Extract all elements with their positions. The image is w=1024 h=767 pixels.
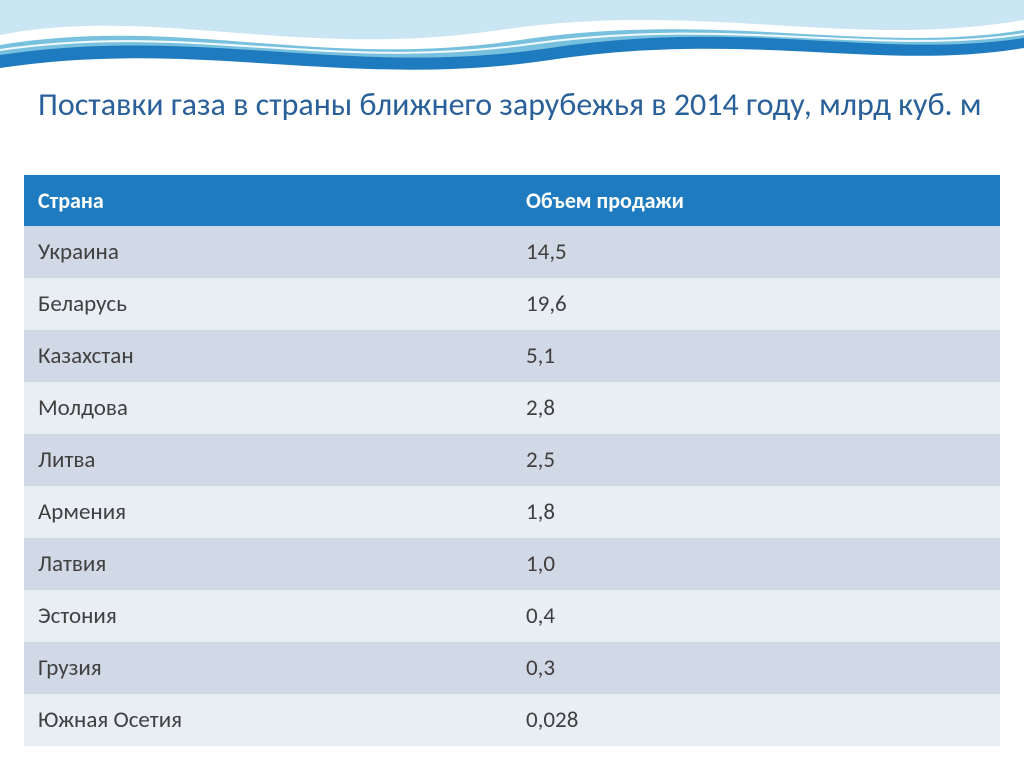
- cell-country: Грузия: [24, 642, 512, 694]
- column-header-volume: Объем продажи: [512, 175, 1000, 226]
- table-row: Грузия 0,3: [24, 642, 1000, 694]
- cell-country: Молдова: [24, 382, 512, 434]
- table-row: Казахстан 5,1: [24, 330, 1000, 382]
- table-header-row: Страна Объем продажи: [24, 175, 1000, 226]
- gas-supply-table: Страна Объем продажи Украина 14,5 Белару…: [24, 175, 1000, 746]
- cell-volume: 19,6: [512, 278, 1000, 330]
- cell-volume: 14,5: [512, 226, 1000, 278]
- table-row: Латвия 1,0: [24, 538, 1000, 590]
- cell-country: Эстония: [24, 590, 512, 642]
- cell-volume: 1,8: [512, 486, 1000, 538]
- table-row: Южная Осетия 0,028: [24, 694, 1000, 746]
- cell-country: Казахстан: [24, 330, 512, 382]
- column-header-country: Страна: [24, 175, 512, 226]
- table-row: Молдова 2,8: [24, 382, 1000, 434]
- cell-country: Южная Осетия: [24, 694, 512, 746]
- cell-country: Литва: [24, 434, 512, 486]
- cell-volume: 0,4: [512, 590, 1000, 642]
- wave-decoration: [0, 0, 1024, 90]
- slide-title: Поставки газа в страны ближнего зарубежь…: [18, 85, 1004, 125]
- table-row: Армения 1,8: [24, 486, 1000, 538]
- cell-country: Беларусь: [24, 278, 512, 330]
- cell-volume: 0,3: [512, 642, 1000, 694]
- cell-volume: 0,028: [512, 694, 1000, 746]
- table-row: Беларусь 19,6: [24, 278, 1000, 330]
- cell-country: Армения: [24, 486, 512, 538]
- cell-country: Украина: [24, 226, 512, 278]
- table-row: Литва 2,5: [24, 434, 1000, 486]
- cell-volume: 5,1: [512, 330, 1000, 382]
- table-row: Эстония 0,4: [24, 590, 1000, 642]
- cell-country: Латвия: [24, 538, 512, 590]
- table-row: Украина 14,5: [24, 226, 1000, 278]
- cell-volume: 2,8: [512, 382, 1000, 434]
- cell-volume: 1,0: [512, 538, 1000, 590]
- table-body: Украина 14,5 Беларусь 19,6 Казахстан 5,1…: [24, 226, 1000, 746]
- cell-volume: 2,5: [512, 434, 1000, 486]
